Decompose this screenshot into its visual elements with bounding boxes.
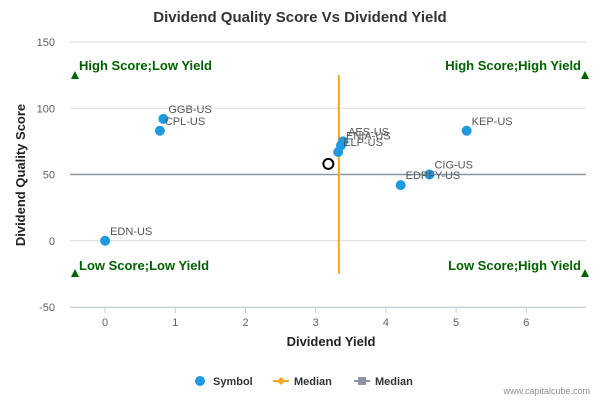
- data-point-label: ELP-US: [343, 137, 383, 149]
- x-tick-label: 2: [242, 317, 248, 329]
- x-tick-label: 6: [523, 317, 529, 329]
- legend: Symbol Median Median: [195, 376, 413, 388]
- data-point-label: ENIA-US: [346, 130, 391, 142]
- data-point-ggb-us[interactable]: [158, 113, 169, 124]
- data-point-elp-us[interactable]: [333, 146, 344, 157]
- legend-square-icon: [358, 377, 366, 385]
- data-point-label: EDPFY-US: [406, 170, 461, 182]
- x-tick-label: 3: [313, 317, 319, 329]
- x-axis-title: Dividend Yield: [287, 334, 376, 349]
- y-tick-label: -50: [39, 302, 55, 314]
- axes: -50 0 50 100 150 0 1 2 3 4 5 6: [37, 37, 586, 329]
- data-point-cig-us[interactable]: [424, 169, 435, 180]
- credit-text: www.capitalcube.com: [502, 386, 590, 396]
- legend-item-label[interactable]: Median: [375, 376, 413, 388]
- quadrant-labels: High Score;Low Yield High Score;High Yiel…: [71, 58, 589, 277]
- data-point-kep-us[interactable]: [461, 125, 472, 136]
- quadrant-label-bottom-left: Low Score;Low Yield: [79, 258, 209, 273]
- data-point-label: CPL-US: [165, 116, 205, 128]
- data-point-edn-us[interactable]: [100, 235, 111, 246]
- quadrant-marker-icon: [71, 71, 79, 79]
- data-point-label: GGB-US: [168, 104, 211, 116]
- data-point-label: KEP-US: [472, 116, 513, 128]
- x-tick-label: 5: [453, 317, 459, 329]
- quadrant-marker-icon: [581, 269, 589, 277]
- legend-symbol-icon: [195, 376, 205, 386]
- legend-item-label[interactable]: Median: [294, 376, 332, 388]
- y-axis-title: Dividend Quality Score: [13, 104, 28, 246]
- x-tick-label: 1: [172, 317, 178, 329]
- highlighted-data-point[interactable]: [322, 157, 335, 170]
- legend-diamond-icon: [277, 377, 285, 385]
- quadrant-label-top-right: High Score;High Yield: [445, 58, 581, 73]
- y-tick-label: 0: [49, 236, 55, 248]
- quadrant-label-bottom-right: Low Score;High Yield: [448, 258, 581, 273]
- chart-title: Dividend Quality Score Vs Dividend Yield: [153, 9, 446, 26]
- data-point-cpl-us[interactable]: [154, 125, 165, 136]
- data-point-edpfy-us[interactable]: [395, 180, 406, 191]
- legend-item-label[interactable]: Symbol: [213, 376, 253, 388]
- x-tick-label: 0: [102, 317, 108, 329]
- data-point-label: EDN-US: [110, 226, 152, 238]
- y-tick-label: 100: [37, 103, 55, 115]
- y-tick-label: 150: [37, 37, 55, 49]
- data-point-label: AES-US: [348, 126, 389, 138]
- x-tick-label: 4: [383, 317, 389, 329]
- quadrant-label-top-left: High Score;Low Yield: [79, 58, 212, 73]
- y-tick-label: 50: [43, 170, 55, 182]
- quadrant-marker-icon: [581, 71, 589, 79]
- quadrant-marker-icon: [71, 269, 79, 277]
- data-point-label: CIG-US: [434, 160, 473, 172]
- median-lines: [70, 75, 586, 274]
